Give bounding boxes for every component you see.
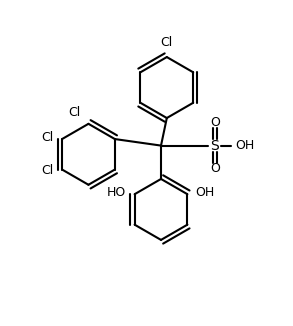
- Text: OH: OH: [195, 186, 215, 199]
- Text: O: O: [210, 162, 220, 175]
- Text: Cl: Cl: [68, 106, 80, 119]
- Text: O: O: [210, 116, 220, 129]
- Text: OH: OH: [236, 139, 255, 152]
- Text: S: S: [210, 139, 219, 153]
- Text: HO: HO: [107, 186, 127, 199]
- Text: Cl: Cl: [42, 131, 54, 144]
- Text: Cl: Cl: [42, 165, 54, 177]
- Text: Cl: Cl: [161, 36, 173, 49]
